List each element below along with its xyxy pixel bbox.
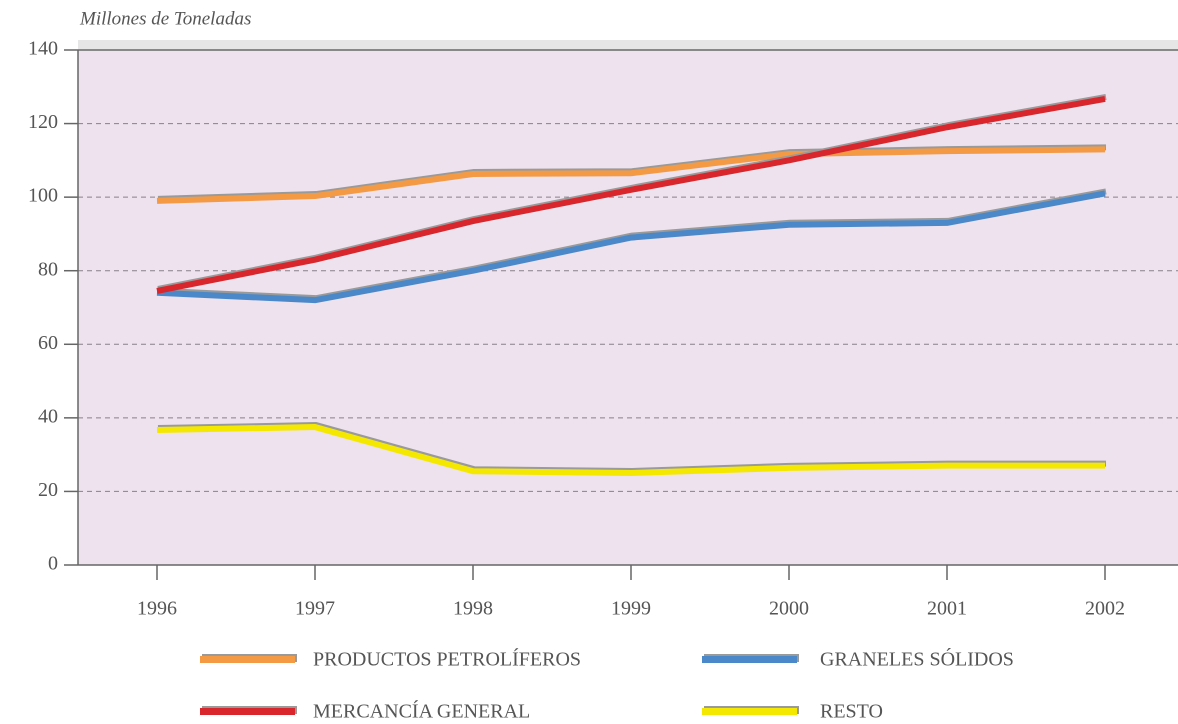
legend-label: RESTO — [820, 701, 883, 723]
y-tick-label: 40 — [38, 405, 58, 427]
x-tick-label: 2002 — [1085, 598, 1125, 620]
series-line — [156, 190, 1106, 304]
legend-swatch — [200, 708, 295, 715]
y-tick-label: 80 — [38, 258, 58, 280]
y-tick-label: 0 — [48, 553, 58, 575]
series-line — [156, 95, 1106, 294]
x-tick-label: 1997 — [295, 598, 335, 620]
x-tick-label: 1996 — [137, 598, 177, 620]
y-axis-title: Millones de Toneladas — [79, 8, 251, 29]
legend-label: MERCANCÍA GENERAL — [313, 700, 530, 723]
legend-label: PRODUCTOS PETROLÍFEROS — [313, 648, 581, 671]
x-tick-label: 2000 — [769, 598, 809, 620]
legend-label: GRANELES SÓLIDOS — [820, 647, 1014, 671]
y-tick-label: 100 — [28, 185, 58, 207]
legend-swatch — [200, 656, 295, 663]
plot-top-band — [78, 40, 1178, 50]
x-tick-label: 1998 — [453, 598, 493, 620]
y-tick-label: 60 — [38, 332, 58, 354]
series-line — [156, 146, 1106, 204]
y-tick-label: 140 — [28, 38, 58, 60]
x-tick-label: 2001 — [927, 598, 967, 620]
legend-swatch — [702, 656, 797, 663]
legend-swatch — [702, 708, 797, 715]
series-line — [156, 424, 1105, 477]
y-tick-label: 120 — [28, 111, 58, 133]
x-tick-label: 1999 — [611, 598, 651, 620]
plot-area — [78, 50, 1178, 565]
y-tick-label: 20 — [38, 479, 58, 501]
